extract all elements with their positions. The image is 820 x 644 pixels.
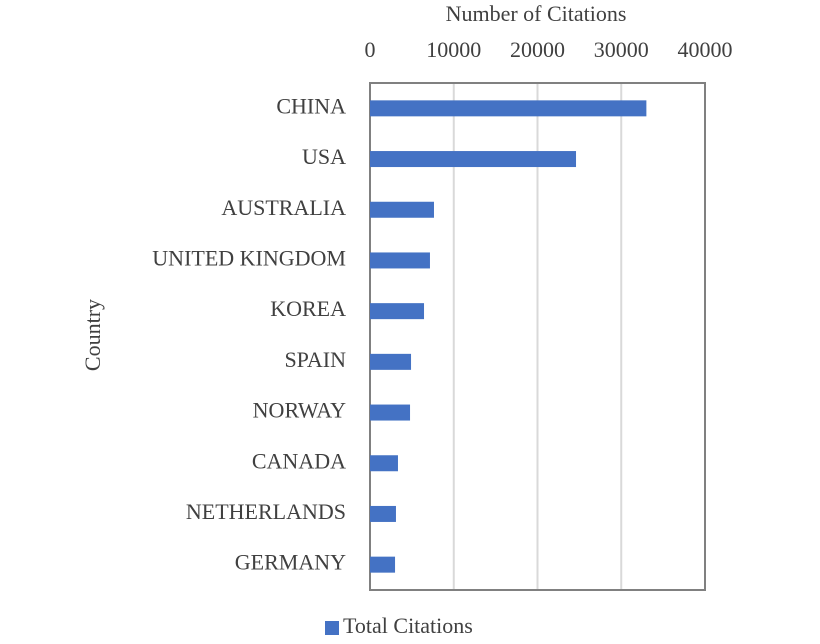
bar [370,100,647,117]
legend-label: Total Citations [343,613,473,638]
y-tick-label: GERMANY [235,550,346,575]
bar [370,201,434,218]
y-tick-label: CANADA [252,448,346,473]
bar [370,404,411,421]
y-tick-label: SPAIN [284,347,346,372]
x-tick-label: 20000 [510,37,565,62]
bar [370,303,425,320]
bar [370,252,430,269]
y-tick-label: CHINA [276,93,346,118]
y-tick-label: USA [302,144,346,169]
bar [370,505,396,522]
bar [370,151,577,168]
y-tick-label: UNITED KINGDOM [152,245,346,270]
bar [370,455,398,472]
bar [370,353,412,370]
y-tick-label: AUSTRALIA [221,195,346,220]
y-tick-label: NETHERLANDS [186,499,346,524]
y-tick-label: NORWAY [253,398,346,423]
y-tick-label: KOREA [270,296,346,321]
x-tick-label: 10000 [426,37,481,62]
bar [370,556,396,573]
legend-swatch [325,621,339,635]
plot-frame [369,82,706,591]
x-tick-label: 30000 [594,37,649,62]
x-tick-label: 0 [365,37,376,62]
x-axis-title: Number of Citations [446,1,627,26]
y-axis-title: Country [80,299,105,371]
x-tick-label: 40000 [678,37,733,62]
